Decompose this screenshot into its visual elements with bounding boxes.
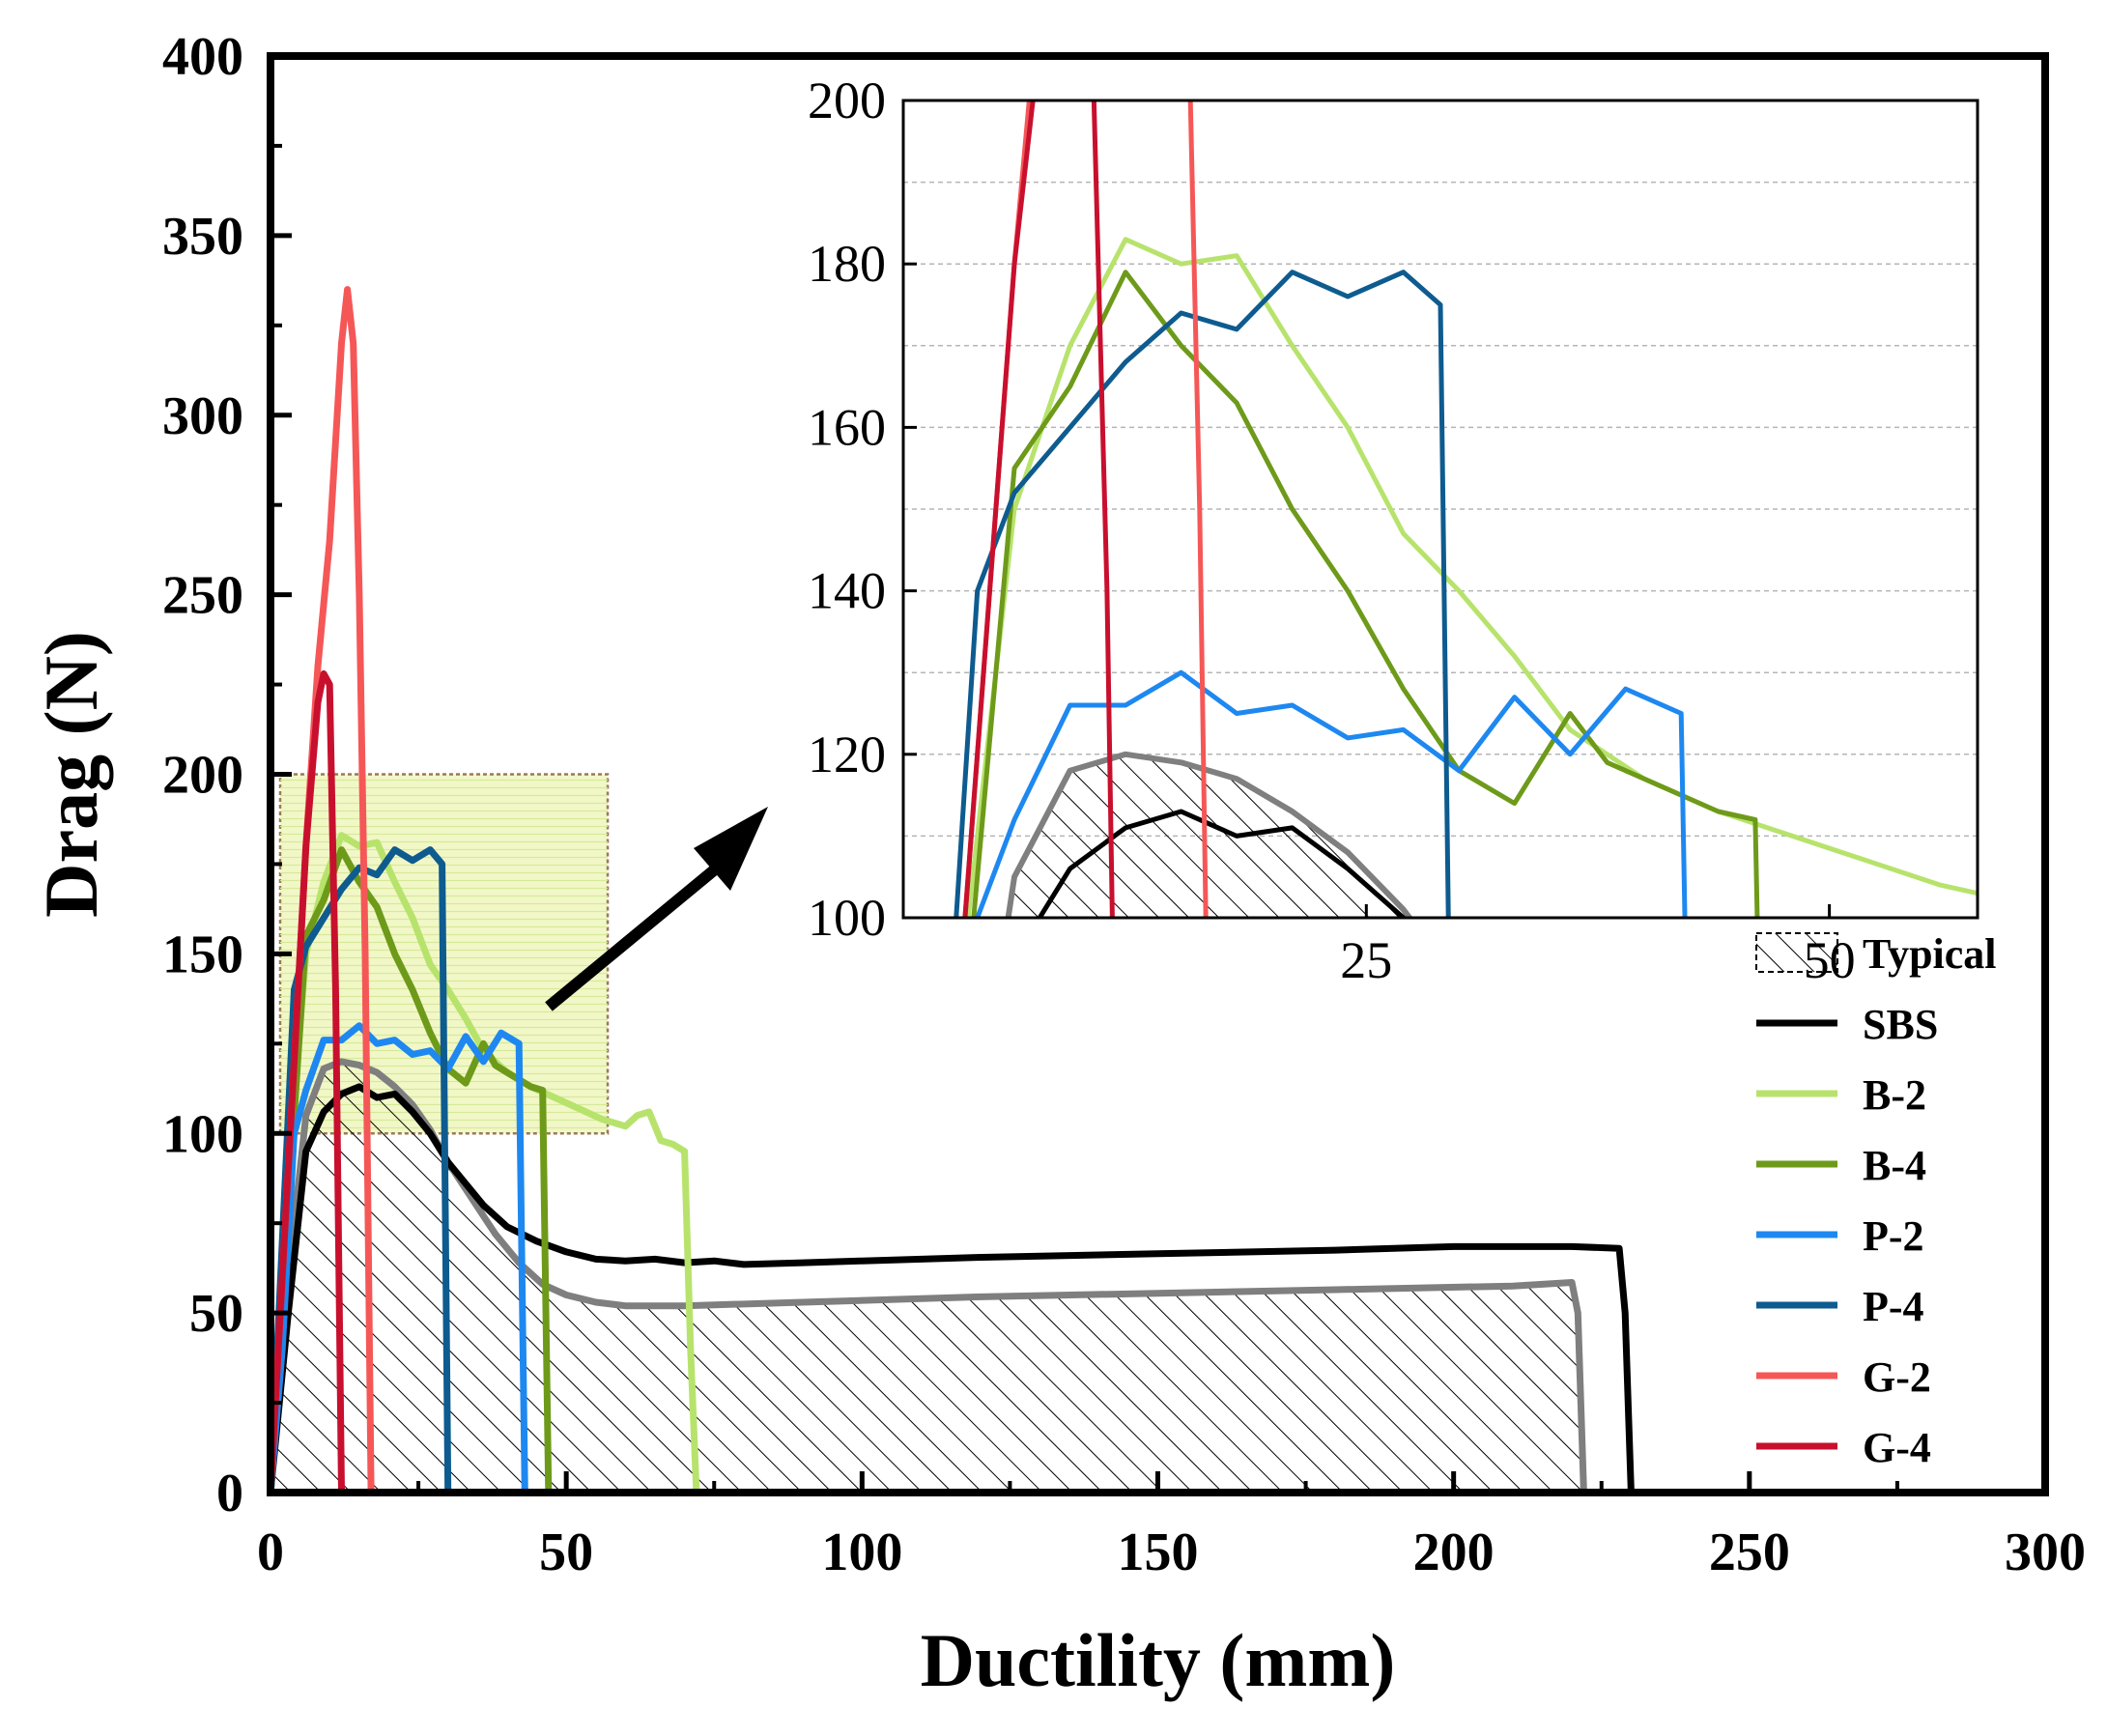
y-tick-label: 100	[162, 1104, 243, 1164]
x-tick-label: 200	[1413, 1523, 1495, 1582]
y-tick-label: 350	[162, 207, 243, 267]
x-tick-label: 0	[257, 1523, 284, 1582]
inset-series-line-p-4	[954, 270, 1451, 918]
y-tick-label: 250	[162, 566, 243, 626]
legend-item-sbs: SBS	[1756, 1001, 1938, 1048]
main-axis-ticks	[268, 53, 2048, 1495]
inset-plot: 1001201401601802002550	[808, 71, 1979, 989]
zoom-arrow	[545, 807, 768, 1011]
x-tick-label: 100	[821, 1523, 902, 1582]
inset-series-line-g-4	[962, 100, 1115, 918]
x-tick-label: 50	[539, 1523, 593, 1582]
inset-y-tick-label: 100	[808, 889, 886, 947]
legend-label-g-2: G-2	[1863, 1353, 1931, 1401]
typical-hatched-area	[270, 1061, 1584, 1493]
inset-series-line-sbs	[1037, 809, 1407, 918]
y-tick-label: 0	[216, 1464, 243, 1523]
legend-label-p-4: P-4	[1863, 1283, 1924, 1330]
y-tick-label: 200	[162, 746, 243, 806]
x-axis-title: Ductility (mm)	[921, 1618, 1396, 1702]
series-line-b-4	[270, 846, 553, 1493]
legend-swatch-typical	[1755, 932, 1838, 973]
legend: Typical SBS B-2 B-4 P-2 P-4 G-2 G-4	[1755, 930, 1997, 1471]
legend-item-b-2: B-2	[1756, 1071, 1926, 1119]
inset-axis-ticks	[903, 99, 1832, 920]
series-line-g-4	[270, 669, 345, 1493]
inset-y-tick-label: 180	[808, 235, 886, 293]
inset-series-line-b-2	[965, 237, 1978, 918]
main-plot: 0 50 100 150 200 250 300 0 50 100 150 200 250 300 350 4…	[29, 27, 2086, 1702]
y-tick-label: 400	[162, 27, 243, 87]
inset-y-tick-label: 200	[808, 71, 886, 129]
inset-x-tick-label: 25	[1340, 931, 1392, 989]
series-line-p-4	[270, 846, 452, 1493]
legend-item-b-4: B-4	[1756, 1142, 1926, 1189]
legend-item-g-2: G-2	[1756, 1353, 1931, 1401]
x-tick-label: 300	[2005, 1523, 2086, 1582]
y-axis-title: Drag (N)	[29, 631, 113, 918]
inset-series-line-b-4	[971, 270, 1760, 918]
zoom-arrow-shaft	[545, 865, 719, 1011]
legend-item-g-4: G-4	[1756, 1424, 1931, 1471]
inset-y-tick-label: 160	[808, 398, 886, 456]
y-tick-label: 50	[189, 1284, 243, 1344]
zoom-arrow-head	[694, 807, 768, 891]
inset-series-line-typical	[1005, 751, 1413, 918]
legend-label-typical: Typical	[1863, 930, 1997, 978]
series-line-sbs	[270, 1083, 1635, 1493]
inset-frame	[901, 99, 1979, 920]
x-tick-label: 250	[1709, 1523, 1790, 1582]
legend-label-b-2: B-2	[1863, 1071, 1926, 1119]
inset-series-lines	[954, 100, 1978, 918]
x-tick-label: 150	[1118, 1523, 1199, 1582]
y-tick-label: 150	[162, 925, 243, 984]
y-tick-label: 300	[162, 386, 243, 446]
legend-item-p-4: P-4	[1756, 1283, 1924, 1330]
inset-series-line-p-2	[975, 669, 1688, 918]
inset-y-tick-label: 140	[808, 562, 886, 620]
series-line-p-2	[270, 1022, 528, 1493]
series-lines	[270, 286, 1635, 1493]
legend-item-p-2: P-2	[1756, 1212, 1924, 1260]
legend-item-typical: Typical	[1755, 930, 1997, 978]
legend-label-sbs: SBS	[1863, 1001, 1938, 1048]
inset-y-tick-label: 120	[808, 726, 886, 783]
legend-label-b-4: B-4	[1863, 1142, 1926, 1189]
legend-label-p-2: P-2	[1863, 1212, 1924, 1260]
legend-label-g-4: G-4	[1863, 1424, 1931, 1471]
